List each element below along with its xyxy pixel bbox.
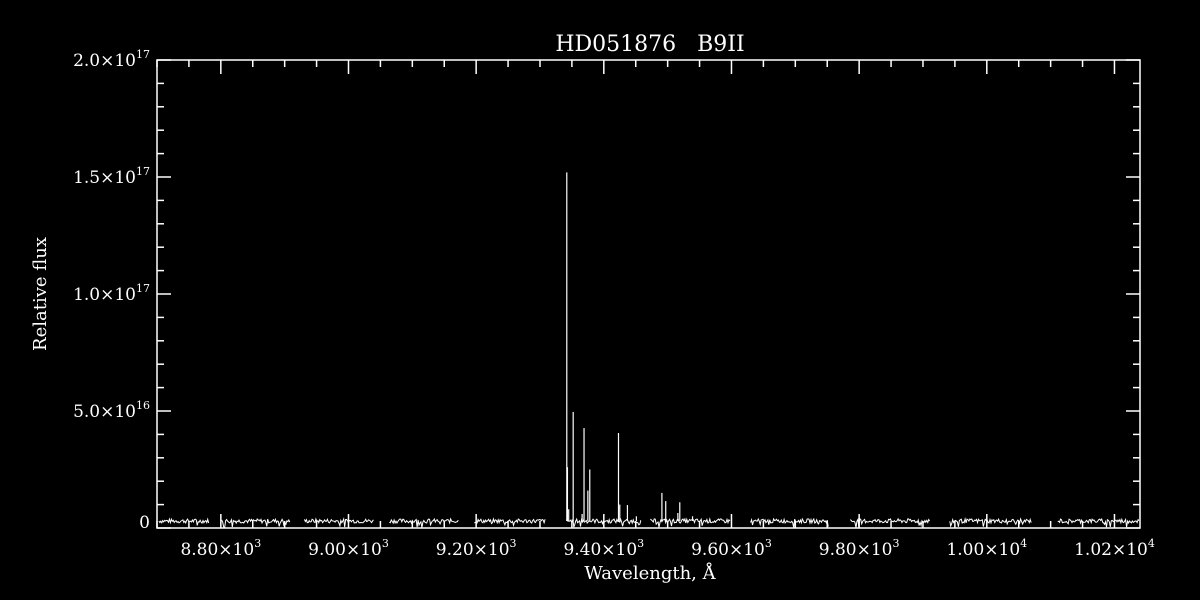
- x-tick-label: 9.80×103: [819, 537, 900, 560]
- x-tick-label: 9.00×103: [308, 537, 389, 560]
- x-tick-label: 9.40×103: [563, 537, 644, 560]
- spectrum-segment: [158, 517, 210, 526]
- chart-title: HD051876 B9II: [555, 32, 744, 57]
- tick-labels: 8.80×103 9.00×103 9.20×103 9.40×103 9.60×103…: [73, 48, 1155, 560]
- spectrum-segment: [474, 517, 546, 528]
- spectrum-segment: [1057, 517, 1140, 528]
- x-tick-label: 9.20×103: [436, 537, 517, 560]
- x-tick-label: 1.00×104: [946, 537, 1027, 560]
- y-tick-label: 1.0×1017: [73, 282, 150, 305]
- spectrum-segment: [750, 517, 829, 528]
- y-axis-label: Relative flux: [30, 237, 51, 351]
- y-tick-label: 2.0×1017: [73, 48, 150, 71]
- x-tick-label: 9.60×103: [691, 537, 772, 560]
- spectrum-segment: [565, 517, 642, 528]
- x-tick-label: 1.02×104: [1074, 537, 1155, 560]
- y-tick-label: 0: [139, 513, 150, 533]
- spectrum-segment: [389, 517, 459, 528]
- spectrum-segment: [949, 517, 1032, 528]
- axis-ticks: [156, 59, 1140, 529]
- y-tick-label: 1.5×1017: [73, 165, 150, 188]
- spectrum-segment: [303, 517, 374, 528]
- plot-frame: [156, 59, 1141, 529]
- spectrum-segment: [849, 517, 931, 528]
- spectrum-series: [158, 172, 1140, 529]
- x-tick-label: 8.80×103: [180, 537, 261, 560]
- spectrum-segment: [220, 517, 291, 529]
- y-tick-label: 5.0×1016: [73, 399, 150, 422]
- spectrum-segment: [650, 517, 731, 528]
- x-axis-label: Wavelength, Å: [584, 562, 716, 584]
